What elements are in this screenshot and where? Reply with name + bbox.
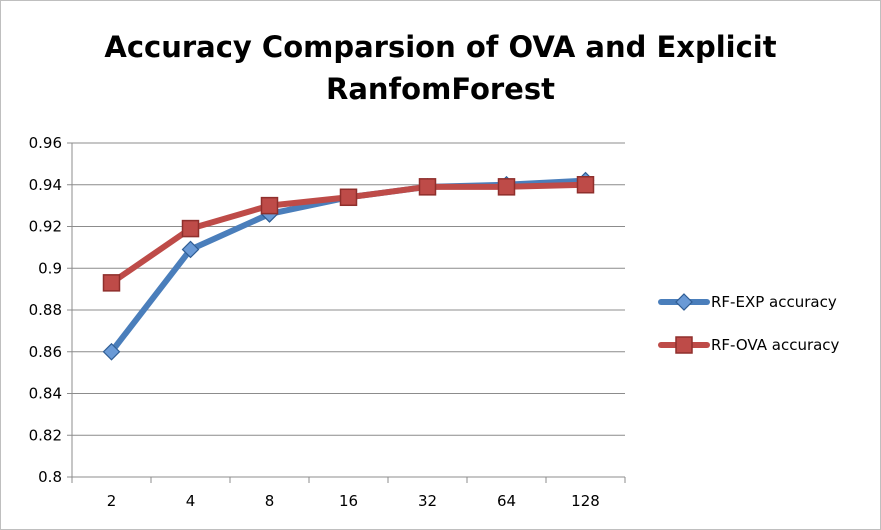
series-1-point-4 (181, 219, 200, 238)
xtick-label-64: 64 (497, 492, 516, 510)
ytick-label-0.88: 0.88 (29, 301, 62, 319)
ytick-label-0.9: 0.9 (38, 259, 62, 277)
series-1-point-8 (260, 196, 279, 215)
ytick-label-0.86: 0.86 (29, 343, 62, 361)
series-1-point-64 (497, 178, 516, 196)
chart-title-line-1: Accuracy Comparsion of OVA and Explicit (104, 30, 777, 64)
series-1-point-16 (339, 188, 358, 207)
legend-label-0: RF-EXP accuracy (711, 293, 837, 311)
series-0-point-4 (181, 240, 200, 259)
xtick-label-16: 16 (339, 492, 358, 510)
ytick-label-0.96: 0.96 (29, 134, 62, 152)
series-1-point-2 (102, 274, 121, 292)
series-0-point-2 (102, 342, 121, 361)
ytick-label-0.8: 0.8 (38, 468, 62, 486)
legend-marker-0 (675, 293, 693, 311)
ytick-label-0.84: 0.84 (29, 385, 62, 403)
ytick-label-0.94: 0.94 (29, 176, 62, 194)
xtick-label-2: 2 (107, 492, 117, 510)
ytick-label-0.92: 0.92 (29, 218, 62, 236)
xtick-label-4: 4 (186, 492, 196, 510)
xtick-label-32: 32 (418, 492, 437, 510)
legend-label-1: RF-OVA accuracy (711, 336, 840, 354)
chart-title-line-2: RanfomForest (326, 72, 555, 106)
series-1-point-128 (576, 176, 595, 194)
ytick-label-0.82: 0.82 (29, 426, 62, 444)
xtick-label-128: 128 (571, 492, 600, 510)
series-1-point-32 (418, 178, 437, 196)
series-line-0 (108, 177, 589, 355)
chart-title: Accuracy Comparsion of OVA and Explicit … (0, 26, 881, 110)
legend-marker-1 (675, 336, 693, 354)
xtick-label-8: 8 (265, 492, 275, 510)
